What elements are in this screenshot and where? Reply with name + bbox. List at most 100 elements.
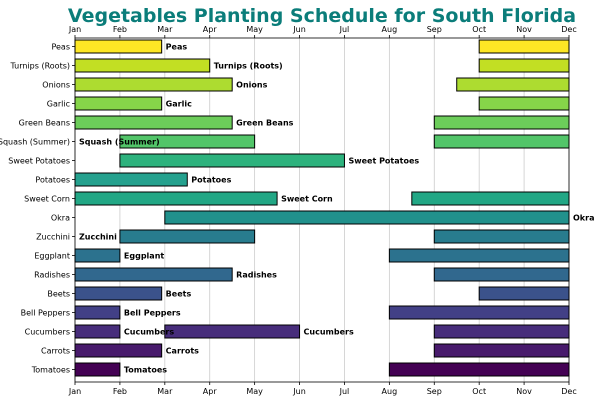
y-tick-label-squash-summer: Squash (Summer) (0, 138, 70, 147)
x-tick-label-bottom: Jan (68, 387, 81, 396)
y-tick-label-garlic: Garlic (47, 100, 70, 109)
bar-radishes-2 (433, 267, 570, 282)
bar-tomatoes-2 (388, 362, 570, 377)
x-tick-label-bottom: Nov (516, 387, 532, 396)
x-tick-label-top: Jan (68, 25, 81, 34)
x-tick-label-bottom: May (246, 387, 263, 396)
y-tick-label-cucumbers: Cucumbers (25, 328, 70, 337)
y-tick-label-potatoes: Potatoes (35, 176, 70, 185)
y-tick-label-onions: Onions (42, 81, 70, 90)
y-tick-label-radishes: Radishes (34, 271, 70, 280)
bar-cucumbers-2 (164, 324, 301, 339)
x-tick-label-bottom: Dec (561, 387, 576, 396)
data-label-potatoes: Potatoes (191, 176, 231, 185)
x-tick-label-bottom: Apr (203, 387, 218, 396)
bar-garlic-2 (478, 96, 570, 111)
bar-layer (74, 39, 570, 377)
x-tick-label-top: Jul (339, 25, 350, 34)
x-tick-label-top: Jun (292, 25, 306, 34)
bar-beets-2 (478, 286, 570, 301)
bar-turnips-roots-1 (74, 58, 211, 73)
bar-squash-summer-1 (119, 134, 256, 149)
x-tick-label-top: Aug (382, 25, 398, 34)
data-label-squash-summer: Squash (Summer) (79, 138, 160, 147)
y-tick-label-sweet-corn: Sweet Corn (24, 195, 70, 204)
bar-zucchini-2 (433, 229, 570, 244)
label-layer: Peas Turnips (Roots) Onions Garlic Green Bea… (79, 43, 594, 375)
plot-frame (74, 37, 570, 383)
bar-eggplant-2 (388, 248, 570, 263)
y-tick-label-tomatoes: Tomatoes (31, 366, 70, 375)
bar-potatoes-1 (74, 172, 188, 187)
bar-green-beans-1 (74, 115, 233, 130)
bar-sweet-potatoes-1 (119, 153, 345, 168)
y-tick-label-turnips-roots: Turnips (Roots) (9, 62, 70, 71)
bar-squash-summer-2 (433, 134, 570, 149)
data-label-turnips-roots: Turnips (Roots) (214, 62, 283, 71)
data-label-beets: Beets (166, 290, 192, 299)
bar-peas-1 (74, 39, 163, 54)
bar-turnips-roots-2 (478, 58, 570, 73)
data-label-sweet-corn: Sweet Corn (281, 195, 333, 204)
data-label-garlic: Garlic (166, 100, 192, 109)
bar-sweet-corn-2 (411, 191, 570, 206)
bar-tomatoes-1 (74, 362, 121, 377)
y-tick-label-sweet-potatoes: Sweet Potatoes (8, 157, 70, 166)
x-tick-label-top: Nov (516, 25, 532, 34)
bar-carrots-2 (433, 343, 570, 358)
data-label-tomatoes: Tomatoes (124, 366, 167, 375)
x-tick-label-bottom: Feb (113, 387, 127, 396)
x-tick-label-bottom: Jul (339, 387, 350, 396)
bar-bell-peppers-2 (388, 305, 570, 320)
data-label-cucumbers: Cucumbers (124, 328, 174, 337)
data-label-sweet-potatoes: Sweet Potatoes (348, 157, 419, 166)
bar-carrots-1 (74, 343, 163, 358)
x-tick-label-top: Dec (561, 25, 576, 34)
x-tick-label-bottom: Aug (382, 387, 398, 396)
x-tick-label-bottom: Sep (427, 387, 442, 396)
x-tick-label-top: Apr (203, 25, 218, 34)
y-tick-label-green-beans: Green Beans (19, 119, 70, 128)
y-tick-label-eggplant: Eggplant (34, 252, 70, 261)
bar-cucumbers-3 (433, 324, 570, 339)
bar-green-beans-2 (433, 115, 570, 130)
bar-eggplant-1 (74, 248, 121, 263)
bar-peas-2 (478, 39, 570, 54)
axis-layer: Jan Jan Feb Feb Mar Mar Apr Apr May May Jun Jun Jul J… (0, 25, 577, 396)
data-label-onions: Onions (236, 81, 267, 90)
y-tick-label-carrots: Carrots (41, 347, 70, 356)
bar-cucumbers-1 (74, 324, 121, 339)
y-tick-label-peas: Peas (51, 43, 70, 52)
bar-garlic-1 (74, 96, 163, 111)
y-tick-label-beets: Beets (47, 290, 70, 299)
x-tick-label-bottom: Oct (472, 387, 486, 396)
chart-title: Vegetables Planting Schedule for South F… (68, 5, 576, 27)
x-tick-label-top: Feb (113, 25, 127, 34)
x-tick-label-top: May (246, 25, 263, 34)
data-label-okra: Okra (573, 214, 594, 223)
data-label-eggplant: Eggplant (124, 252, 164, 261)
y-tick-label-okra: Okra (51, 214, 70, 223)
data-label-zucchini: Zucchini (79, 233, 117, 242)
data-label-cucumbers: Cucumbers (304, 328, 354, 337)
data-label-bell-peppers: Bell Peppers (124, 309, 181, 318)
x-tick-label-top: Mar (157, 25, 173, 34)
bar-okra-1 (164, 210, 570, 225)
x-tick-label-top: Oct (472, 25, 486, 34)
y-tick-label-bell-peppers: Bell Peppers (21, 309, 70, 318)
x-tick-label-bottom: Jun (292, 387, 306, 396)
data-label-peas: Peas (166, 43, 188, 52)
bar-onions-1 (74, 77, 233, 92)
y-tick-label-zucchini: Zucchini (36, 233, 70, 242)
data-label-green-beans: Green Beans (236, 119, 293, 128)
bar-zucchini-1 (119, 229, 256, 244)
bar-sweet-corn-1 (74, 191, 278, 206)
x-tick-label-top: Sep (427, 25, 442, 34)
data-label-radishes: Radishes (236, 271, 277, 280)
bar-onions-2 (456, 77, 570, 92)
bar-beets-1 (74, 286, 163, 301)
bar-radishes-1 (74, 267, 233, 282)
x-tick-label-bottom: Mar (157, 387, 173, 396)
